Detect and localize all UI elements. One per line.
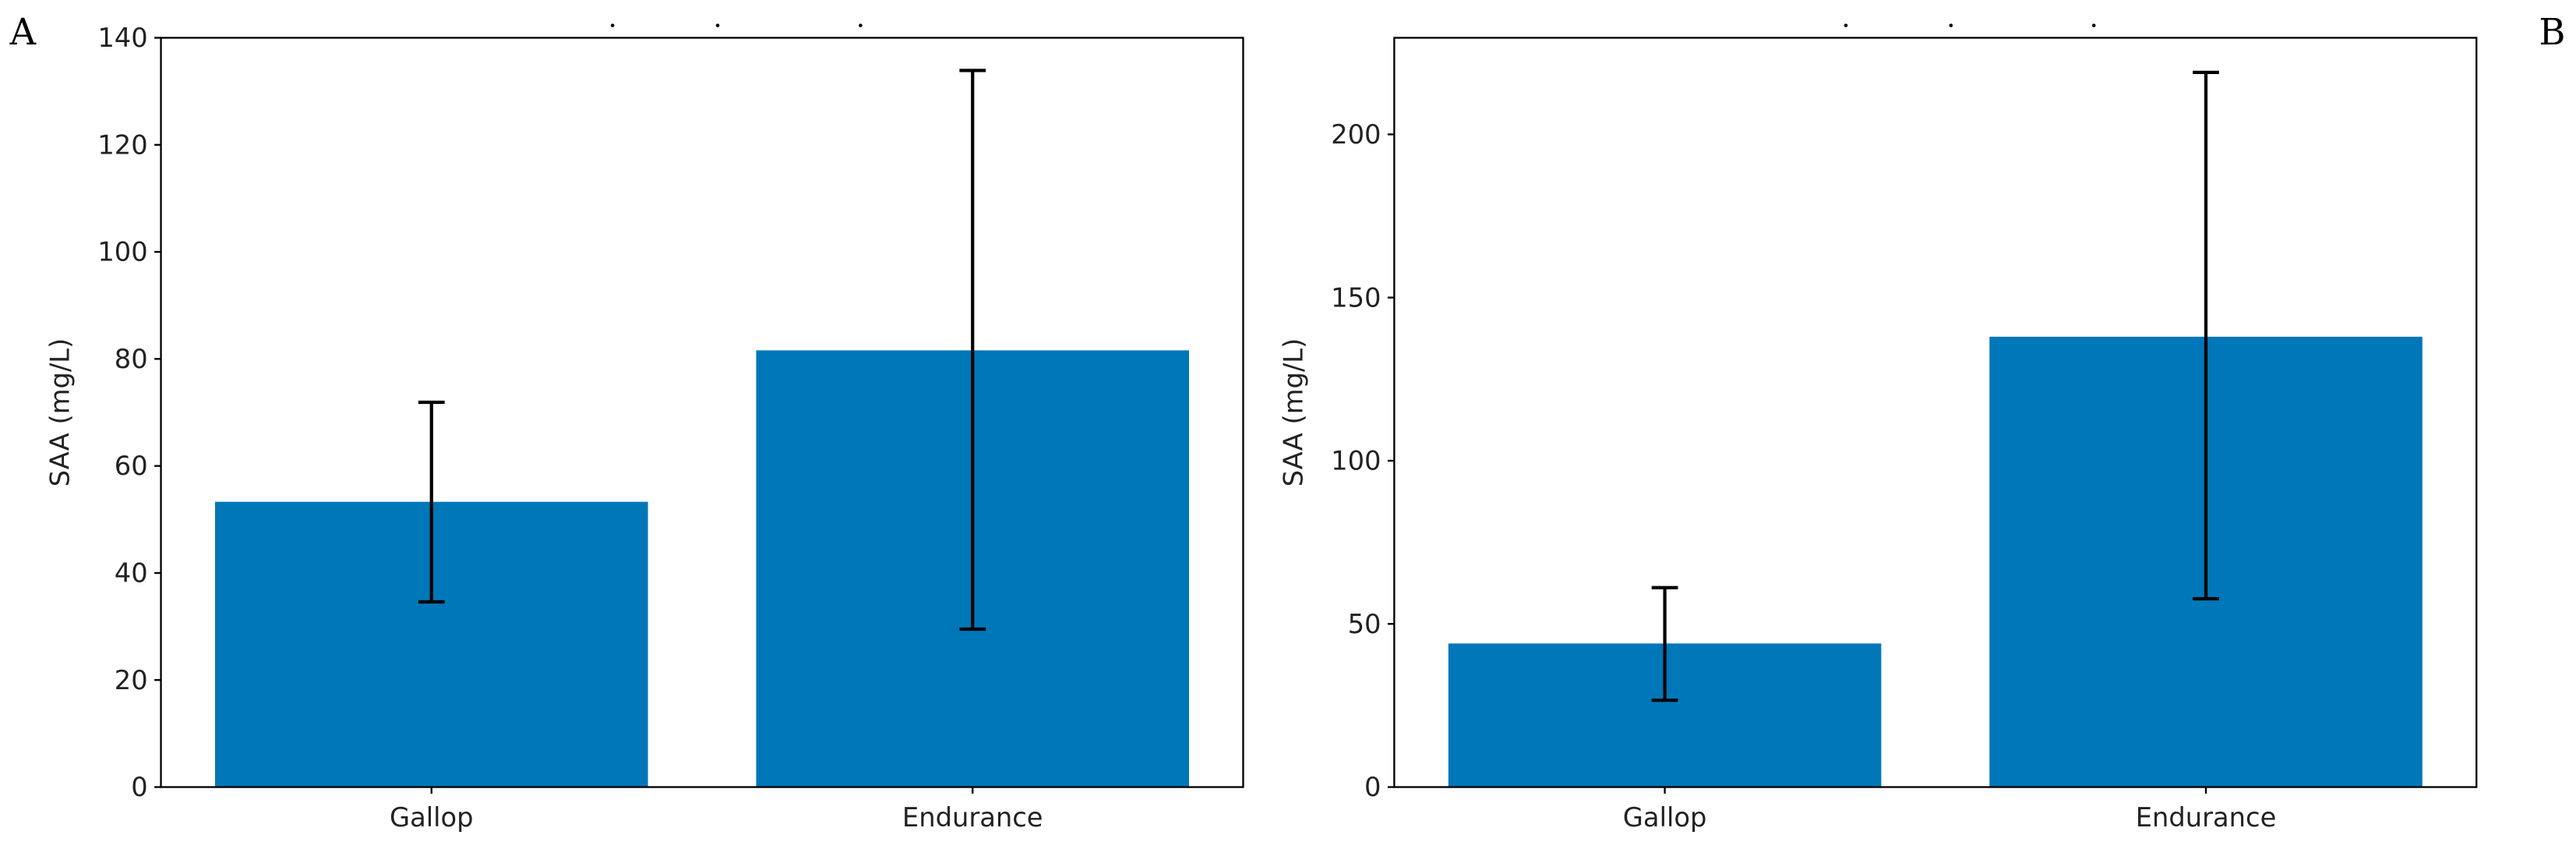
y-tick-label: 80 [115,344,148,374]
stray-dot-mark [1844,23,1848,27]
panel-label-b: B [2539,11,2565,53]
y-tick-label: 40 [115,558,148,589]
y-tick-label: 0 [1364,772,1381,802]
stray-dot-mark [715,23,720,27]
x-tick-label-endurance: Endurance [2136,802,2277,833]
y-tick-label: 100 [1331,446,1381,476]
stray-dot-mark [2091,23,2096,27]
stray-dot-mark [859,23,863,27]
y-tick-label: 50 [1348,609,1382,639]
x-tick-label-gallop: Gallop [1623,802,1707,833]
y-axis-label: SAA (mg/L) [45,338,76,487]
y-tick-label: 0 [131,772,147,802]
y-tick-label: 200 [1331,119,1381,150]
axes-frame [160,37,1244,788]
y-tick-label: 150 [1331,282,1381,313]
chart-panel-b: Gallop Endurance 0 50 100 150 200 SAA (mg/L) B [1278,11,2565,833]
y-tick-label: 60 [115,451,148,481]
y-axis-label: SAA (mg/L) [1278,338,1308,487]
x-tick-label-gallop: Gallop [390,802,474,833]
y-tick-label: 120 [97,129,147,160]
panel-label-a: A [9,11,37,53]
stray-dot-mark [1949,23,1953,27]
stray-dot-mark [610,23,615,27]
y-tick-label: 100 [97,237,147,267]
y-tick-label: 20 [115,665,148,695]
y-tick-label: 140 [97,23,147,53]
axes-frame [1393,37,2478,788]
chart-panel-a: Gallop Endurance 0 20 40 60 80 100 120 140 SAA (mg… [9,11,1244,833]
x-tick-label-endurance: Endurance [902,802,1043,833]
